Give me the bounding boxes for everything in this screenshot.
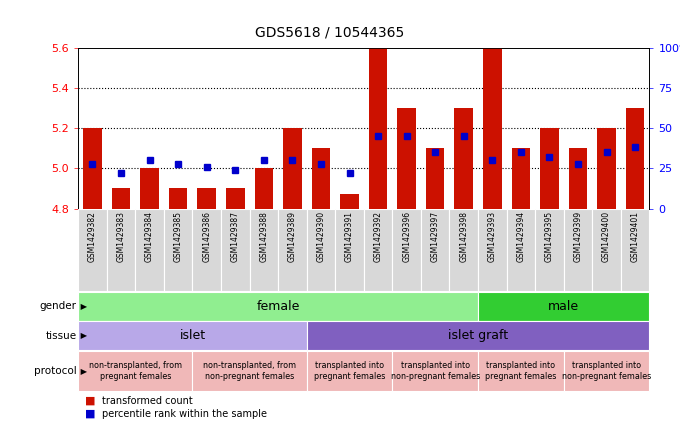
Bar <box>254 168 273 209</box>
Text: GSM1429382: GSM1429382 <box>88 211 97 262</box>
Bar <box>307 351 392 391</box>
Bar <box>478 292 649 321</box>
Bar <box>568 148 588 209</box>
Bar <box>511 148 530 209</box>
Text: non-transplanted, from
pregnant females: non-transplanted, from pregnant females <box>89 362 182 381</box>
Bar <box>478 351 564 391</box>
Text: islet: islet <box>180 330 205 342</box>
Text: non-transplanted, from
non-pregnant females: non-transplanted, from non-pregnant fema… <box>203 362 296 381</box>
Bar <box>364 209 392 291</box>
Bar <box>311 148 330 209</box>
Text: GSM1429388: GSM1429388 <box>259 211 269 262</box>
Bar <box>421 209 449 291</box>
Bar <box>107 209 135 291</box>
Bar <box>392 351 478 391</box>
Bar <box>340 195 359 209</box>
Bar <box>392 209 421 291</box>
Text: GSM1429390: GSM1429390 <box>316 211 326 262</box>
Bar <box>278 209 307 291</box>
Text: ▶: ▶ <box>78 331 86 341</box>
Bar <box>507 209 535 291</box>
Bar <box>197 188 216 209</box>
Text: transformed count: transformed count <box>102 396 192 406</box>
Bar <box>621 209 649 291</box>
Bar <box>564 351 649 391</box>
Text: ■: ■ <box>85 396 95 406</box>
Text: GSM1429399: GSM1429399 <box>573 211 583 262</box>
Bar <box>135 209 164 291</box>
Bar <box>449 209 478 291</box>
Text: ▶: ▶ <box>78 367 86 376</box>
Text: GSM1429385: GSM1429385 <box>173 211 183 262</box>
Bar <box>597 128 616 209</box>
Text: percentile rank within the sample: percentile rank within the sample <box>102 409 267 419</box>
Text: GSM1429395: GSM1429395 <box>545 211 554 262</box>
Text: gender: gender <box>40 301 77 311</box>
Text: ■: ■ <box>85 409 95 419</box>
Text: GSM1429387: GSM1429387 <box>231 211 240 262</box>
Bar <box>369 48 388 209</box>
Bar <box>540 128 559 209</box>
Text: GSM1429389: GSM1429389 <box>288 211 297 262</box>
Text: GSM1429401: GSM1429401 <box>630 211 640 262</box>
Bar <box>169 188 188 209</box>
Bar <box>78 321 307 350</box>
Bar <box>307 209 335 291</box>
Bar <box>535 209 564 291</box>
Bar <box>454 108 473 209</box>
Bar <box>250 209 278 291</box>
Text: GSM1429397: GSM1429397 <box>430 211 440 262</box>
Bar <box>283 128 302 209</box>
Bar <box>426 148 445 209</box>
Text: GSM1429393: GSM1429393 <box>488 211 497 262</box>
Bar <box>335 209 364 291</box>
Bar <box>626 108 645 209</box>
Bar <box>164 209 192 291</box>
Text: GSM1429394: GSM1429394 <box>516 211 526 262</box>
Text: female: female <box>256 300 300 313</box>
Text: transplanted into
pregnant females: transplanted into pregnant females <box>314 362 385 381</box>
Text: protocol: protocol <box>34 366 77 376</box>
Text: GSM1429386: GSM1429386 <box>202 211 211 262</box>
Bar <box>112 188 131 209</box>
Text: male: male <box>548 300 579 313</box>
Bar <box>478 209 507 291</box>
Text: GSM1429384: GSM1429384 <box>145 211 154 262</box>
Bar <box>397 108 416 209</box>
Text: transplanted into
pregnant females: transplanted into pregnant females <box>486 362 556 381</box>
Text: GSM1429391: GSM1429391 <box>345 211 354 262</box>
Bar <box>221 209 250 291</box>
Text: GSM1429398: GSM1429398 <box>459 211 469 262</box>
Bar <box>307 321 649 350</box>
Text: GDS5618 / 10544365: GDS5618 / 10544365 <box>255 25 405 39</box>
Text: ▶: ▶ <box>78 302 86 311</box>
Text: GSM1429400: GSM1429400 <box>602 211 611 262</box>
Text: transplanted into
non-pregnant females: transplanted into non-pregnant females <box>562 362 651 381</box>
Text: islet graft: islet graft <box>448 330 508 342</box>
Text: transplanted into
non-pregnant females: transplanted into non-pregnant females <box>390 362 480 381</box>
Bar <box>140 168 159 209</box>
Bar <box>483 48 502 209</box>
Text: tissue: tissue <box>46 331 77 341</box>
Bar <box>226 188 245 209</box>
Text: GSM1429396: GSM1429396 <box>402 211 411 262</box>
Bar <box>78 209 107 291</box>
Bar <box>192 351 307 391</box>
Text: GSM1429383: GSM1429383 <box>116 211 126 262</box>
Bar <box>564 209 592 291</box>
Bar <box>192 209 221 291</box>
Text: GSM1429392: GSM1429392 <box>373 211 383 262</box>
Bar <box>78 292 478 321</box>
Bar <box>78 351 192 391</box>
Bar <box>83 128 102 209</box>
Bar <box>592 209 621 291</box>
